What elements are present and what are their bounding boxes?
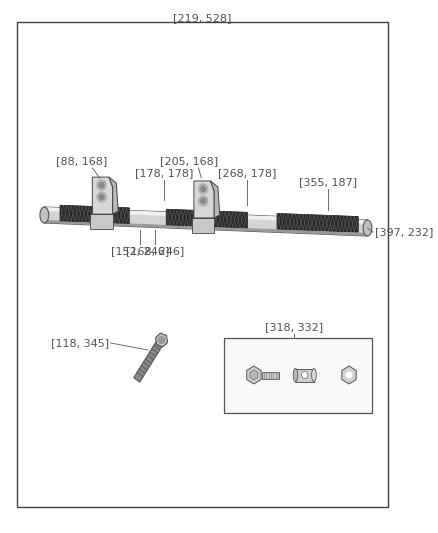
Polygon shape (277, 213, 358, 232)
Polygon shape (91, 214, 113, 229)
Polygon shape (44, 220, 367, 236)
Text: [88, 168]: [88, 168] (56, 156, 107, 166)
Text: [152, 246]: [152, 246] (111, 246, 170, 256)
Circle shape (97, 180, 106, 190)
Polygon shape (247, 366, 261, 384)
Text: [178, 178]: [178, 178] (135, 168, 194, 178)
Circle shape (97, 192, 106, 202)
Polygon shape (166, 209, 247, 228)
Text: [397, 232]: [397, 232] (375, 227, 433, 237)
Polygon shape (250, 370, 258, 380)
Ellipse shape (301, 372, 308, 378)
Text: [118, 345]: [118, 345] (51, 338, 109, 348)
Ellipse shape (293, 368, 298, 382)
Polygon shape (155, 333, 168, 347)
Circle shape (198, 196, 208, 206)
Polygon shape (134, 338, 165, 382)
Text: [355, 187]: [355, 187] (299, 177, 357, 187)
Ellipse shape (363, 220, 372, 236)
Polygon shape (342, 366, 356, 384)
Text: [168, 246]: [168, 246] (126, 246, 184, 256)
Polygon shape (211, 181, 220, 218)
Polygon shape (194, 181, 214, 218)
Text: [318, 332]: [318, 332] (265, 322, 323, 332)
Ellipse shape (40, 207, 49, 223)
Polygon shape (92, 177, 113, 214)
Circle shape (99, 195, 104, 199)
Bar (296, 368, 314, 382)
Text: [205, 168]: [205, 168] (160, 156, 219, 166)
Bar (224, 338, 372, 413)
Circle shape (201, 198, 205, 204)
Circle shape (159, 336, 165, 343)
Ellipse shape (311, 368, 316, 382)
Text: [219, 528]: [219, 528] (173, 13, 231, 23)
Circle shape (198, 184, 208, 194)
Circle shape (346, 372, 352, 378)
Polygon shape (44, 207, 367, 224)
Polygon shape (44, 207, 367, 236)
Circle shape (99, 183, 104, 188)
Polygon shape (192, 218, 214, 233)
Polygon shape (60, 205, 129, 223)
Circle shape (201, 187, 205, 191)
Text: [268, 178]: [268, 178] (218, 168, 277, 178)
Bar (262, 372, 279, 378)
Polygon shape (109, 177, 118, 214)
